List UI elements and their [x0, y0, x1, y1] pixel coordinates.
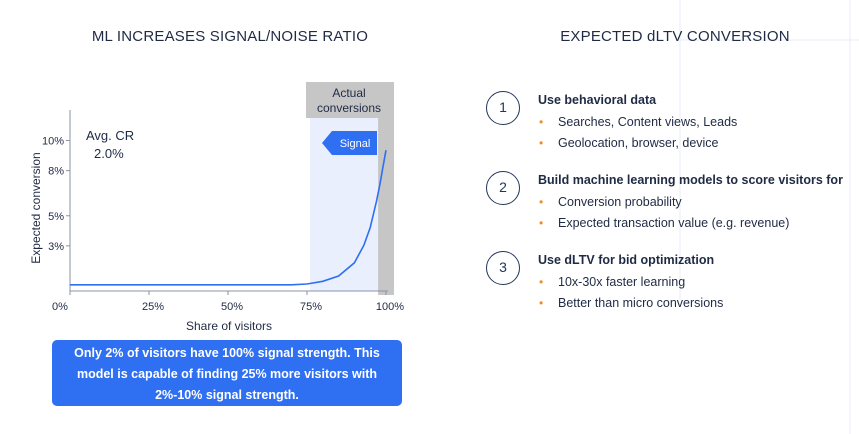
step-item: • Better than micro conversions [538, 296, 723, 317]
bullet-icon: • [539, 275, 544, 289]
step-title: Use dLTV for bid optimization [538, 253, 715, 267]
step-item: • Expected transaction value (e.g. revenu… [538, 216, 789, 237]
step-item-text: 10x-30x faster learning [558, 275, 686, 289]
y-axis-title: Expected conversion [29, 152, 43, 263]
step-item-text: Expected transaction value (e.g. revenue… [558, 216, 790, 230]
y-tick-label: 3% [48, 241, 64, 253]
step-item: • Geolocation, browser, device [538, 136, 737, 157]
bullet-icon: • [539, 296, 544, 310]
bullet-icon: • [539, 195, 544, 209]
actual-label-line-1: Actual [332, 86, 365, 100]
y-tick-label: 5% [48, 211, 64, 223]
bullet-icon: • [539, 136, 544, 150]
step-items-list: • 10x-30x faster learning • Better than mic… [538, 275, 723, 317]
left-panel-title: ML INCREASES SIGNAL/NOISE RATIO [91, 28, 369, 45]
step-item-text: Searches, Content views, Leads [558, 115, 738, 129]
avg-cr-label: Avg. CR [86, 128, 134, 143]
x-axis-title: Share of visitors [186, 319, 272, 333]
step-items-list: • Searches, Content views, Leads • Geolocat… [538, 115, 737, 157]
step-items-list: • Conversion probability • Expected transac… [538, 195, 789, 237]
signal-arrow-shape [322, 131, 377, 155]
x-tick-label: 25% [142, 301, 164, 313]
step-item-text: Geolocation, browser, device [558, 136, 719, 150]
actual-conversions-header [306, 82, 394, 118]
x-axis-ticks: 0% 25% 50% 75% 100% [52, 291, 404, 313]
step-item-text: Conversion probability [558, 195, 682, 209]
step-number-badge: 2 [486, 171, 520, 205]
actual-conversions-bar [378, 82, 394, 295]
bullet-icon: • [539, 115, 544, 129]
step-number-badge: 1 [486, 91, 520, 125]
x-tick-label: 50% [221, 301, 243, 313]
signal-arrow: Signal [322, 131, 377, 155]
signal-label: Signal [340, 138, 371, 150]
y-tick-label: 8% [48, 166, 64, 178]
step-3: 3 Use dLTV for bid optimization • 10x-30x f… [486, 248, 846, 328]
step-item: • 10x-30x faster learning [538, 275, 723, 296]
steps-list: 1 Use behavioral data • Searches, Content v… [486, 88, 846, 328]
x-tick-label: 100% [376, 301, 404, 313]
y-tick-label: 10% [42, 136, 64, 148]
signal-region [310, 100, 386, 291]
bullet-icon: • [539, 216, 544, 230]
actual-conversions-label: Actual conversions [317, 86, 381, 115]
conversion-line [70, 150, 387, 286]
step-title: Use behavioral data [538, 93, 657, 107]
actual-label-line-2: conversions [317, 101, 381, 115]
avg-cr-value: 2.0% [94, 146, 124, 161]
y-axis-ticks: 3% 5% 8% 10% [42, 136, 70, 253]
step-1: 1 Use behavioral data • Searches, Content v… [486, 88, 846, 168]
step-2: 2 Build machine learning models to score … [486, 168, 846, 248]
callout-box: Only 2% of visitors have 100% signal str… [52, 340, 402, 406]
step-title: Build machine learning models to score v… [538, 173, 843, 187]
right-panel-title: EXPECTED dLTV CONVERSION [560, 28, 790, 45]
step-item-text: Better than micro conversions [558, 296, 724, 310]
x-tick-label: 0% [52, 301, 68, 313]
signal-noise-chart: Actual conversions 3% 5% 8% 10% 0% 25% 50% 75% 1… [29, 82, 404, 333]
step-item: • Conversion probability [538, 195, 789, 216]
x-tick-label: 75% [300, 301, 322, 313]
step-number-badge: 3 [486, 251, 520, 285]
step-item: • Searches, Content views, Leads [538, 115, 737, 136]
